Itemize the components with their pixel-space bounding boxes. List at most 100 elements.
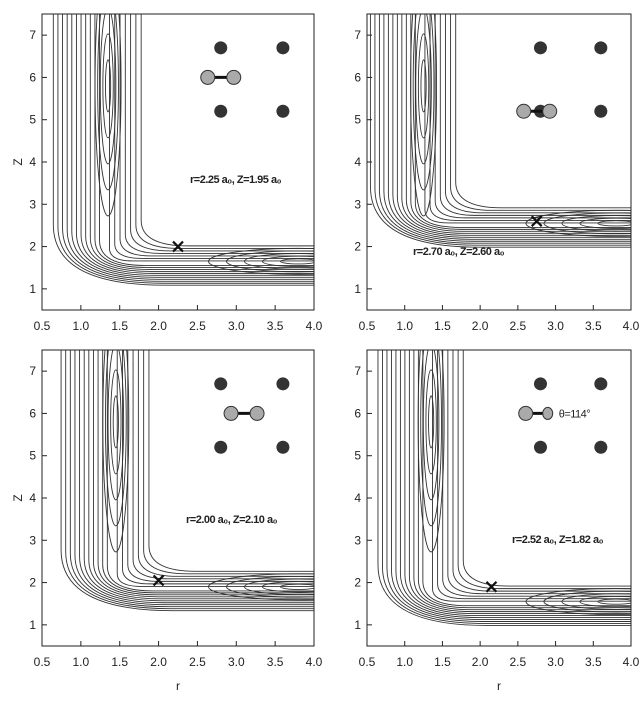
y-tick-label: 3	[29, 197, 36, 211]
y-tick-label: 4	[29, 155, 36, 169]
contour-line	[122, 350, 314, 585]
h-atom	[542, 406, 554, 420]
x-tick-label: 2.0	[472, 319, 489, 333]
contour-line	[97, 14, 119, 191]
contour-line	[79, 350, 314, 604]
contour-line	[422, 350, 440, 501]
contour-line	[437, 350, 631, 600]
contour-line	[410, 14, 631, 230]
contour-line	[395, 350, 631, 619]
contour-line	[424, 14, 631, 224]
contour-line	[444, 14, 631, 214]
x-tick-label: 1.5	[111, 655, 128, 669]
x-tick-label: 2.5	[510, 319, 527, 333]
atom	[594, 104, 608, 118]
contour-line	[102, 350, 314, 594]
y-tick-label: 7	[354, 28, 361, 42]
contour-line	[80, 14, 314, 274]
y-tick-label: 5	[354, 113, 361, 127]
contour-line	[457, 350, 631, 590]
h-atom	[516, 103, 532, 119]
plot-frame	[41, 349, 315, 647]
contour-line	[135, 14, 314, 249]
x-tick-label: 4.0	[623, 319, 639, 333]
contour-line	[396, 14, 631, 236]
contour-line	[386, 350, 631, 622]
x-tick-label: 0.5	[359, 319, 376, 333]
x-tick-label: 3.0	[547, 319, 564, 333]
x-tick-label: 4.0	[623, 655, 639, 669]
y-axis-label: Z	[11, 494, 25, 501]
contour-line	[85, 14, 314, 272]
contour-line	[114, 14, 314, 259]
contour-line	[132, 350, 314, 580]
contour-line	[450, 14, 631, 211]
annotation: r=2.00 a₀, Z=2.10 a₀	[186, 514, 278, 526]
atom	[533, 41, 547, 55]
h-atom	[518, 405, 534, 421]
y-tick-label: 1	[29, 618, 36, 632]
contour-line	[280, 258, 314, 265]
contour-line	[57, 14, 314, 284]
contour-line	[377, 350, 631, 626]
x-tick-label: 2.0	[150, 319, 167, 333]
panel: 0.5 1.0 1.5 2.0 2.5 3.0 3.5 4.0 1 2 3 4 5 6 7 r Zr=2.00 …	[11, 349, 323, 693]
contour-line	[417, 350, 445, 553]
contour-line	[405, 14, 631, 232]
contour-line	[414, 14, 631, 228]
contour-line	[99, 14, 314, 266]
atom	[214, 377, 228, 391]
contour-line	[543, 212, 631, 235]
atom	[594, 377, 608, 391]
atom	[533, 440, 547, 454]
atom	[594, 440, 608, 454]
contour-line	[109, 14, 314, 262]
contour-line	[434, 14, 631, 219]
contour-line	[106, 350, 314, 592]
contour-line	[408, 350, 631, 613]
contour-line	[52, 14, 314, 286]
x-tick-label: 4.0	[306, 655, 323, 669]
contour-line	[374, 14, 631, 246]
contour-line	[561, 593, 631, 610]
x-tick-label: 1.0	[73, 655, 90, 669]
contour-line	[119, 14, 314, 257]
contours	[52, 14, 314, 286]
panel: 0.5 1.0 1.5 2.0 2.5 3.0 3.5 4.0 1 2 3 4 5 6 7 Zr=2.25 a…	[11, 13, 323, 333]
contour-line	[226, 575, 314, 598]
x-tick-label: 1.5	[434, 655, 451, 669]
contour-line	[462, 350, 631, 587]
contour-line	[383, 14, 631, 242]
y-tick-label: 4	[29, 491, 36, 505]
contour-line	[410, 14, 438, 217]
y-tick-label: 5	[354, 449, 361, 463]
contour-line	[579, 217, 631, 229]
x-tick-label: 3.0	[547, 655, 564, 669]
y-tick-label: 1	[29, 282, 36, 296]
y-tick-label: 1	[354, 282, 361, 296]
y-tick-label: 6	[29, 406, 36, 420]
contour-line	[62, 14, 314, 282]
contour-line	[561, 215, 631, 232]
contour-line	[208, 247, 314, 275]
atom	[214, 104, 228, 118]
contour-line	[94, 14, 314, 268]
x-tick-label: 2.5	[189, 319, 206, 333]
x-tick-label: 0.5	[34, 319, 51, 333]
y-tick-label: 2	[29, 240, 36, 254]
contour-line	[110, 369, 122, 475]
x-tick-label: 2.0	[150, 655, 167, 669]
atom	[276, 440, 290, 454]
y-tick-label: 3	[29, 533, 36, 547]
atom	[214, 440, 228, 454]
contour-line	[92, 350, 314, 598]
contour-line	[104, 350, 127, 527]
y-tick-label: 7	[354, 364, 361, 378]
panel: 0.5 1.0 1.5 2.0 2.5 3.0 3.5 4.0 1 2 3 4 5 6 7 r=2.70 a₀…	[354, 13, 639, 333]
contour-line	[543, 590, 631, 613]
contour-line	[116, 350, 314, 587]
h-atom	[223, 405, 239, 421]
contour-line	[597, 598, 631, 605]
contour-line	[455, 14, 631, 209]
